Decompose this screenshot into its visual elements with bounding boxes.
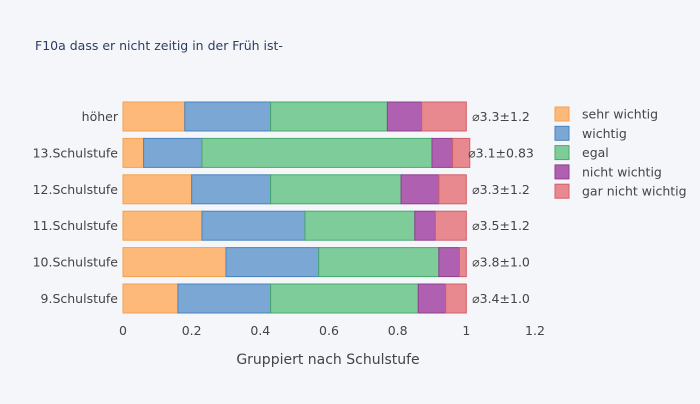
- y-tick-label: 12.Schulstufe: [33, 182, 119, 197]
- legend-label: sehr wichtig: [582, 107, 658, 122]
- mean-annotation: ⌀3.3±1.2: [472, 182, 530, 197]
- legend-swatch: [554, 125, 570, 141]
- bar-segment[interactable]: [400, 174, 440, 205]
- bar-segment[interactable]: [452, 137, 471, 168]
- bar-segment[interactable]: [434, 210, 467, 241]
- legend-item[interactable]: egal: [554, 145, 609, 161]
- bar-segment[interactable]: [191, 174, 272, 205]
- bar-segment[interactable]: [122, 210, 203, 241]
- bar-segment[interactable]: [438, 174, 467, 205]
- bar-segment[interactable]: [318, 247, 440, 278]
- x-tick-label: 0.2: [182, 323, 202, 338]
- bar-segment[interactable]: [270, 283, 419, 314]
- mean-annotation: ⌀3.8±1.0: [472, 255, 530, 270]
- y-tick-label: 13.Schulstufe: [33, 145, 119, 160]
- legend-swatch: [554, 106, 570, 122]
- bar-segment[interactable]: [414, 210, 436, 241]
- legend-item[interactable]: nicht wichtig: [554, 164, 662, 180]
- y-tick-label: höher: [82, 109, 119, 124]
- bar-group: [122, 101, 471, 314]
- legend-item[interactable]: wichtig: [554, 125, 627, 141]
- x-tick-label: 1: [462, 323, 470, 338]
- bar-segment[interactable]: [421, 101, 467, 132]
- bar-segment[interactable]: [122, 283, 179, 314]
- bar-segment[interactable]: [270, 174, 402, 205]
- legend-swatch: [554, 145, 570, 161]
- bar-segment[interactable]: [122, 174, 193, 205]
- bar-segment[interactable]: [445, 283, 467, 314]
- legend-swatch: [554, 183, 570, 199]
- bar-segment[interactable]: [122, 137, 145, 168]
- legend-swatch: [554, 164, 570, 180]
- bar-segment[interactable]: [417, 283, 447, 314]
- y-tick-label: 11.Schulstufe: [33, 218, 119, 233]
- bar-segment[interactable]: [201, 137, 433, 168]
- legend-item[interactable]: gar nicht wichtig: [554, 183, 687, 199]
- x-tick-label: 0.8: [388, 323, 408, 338]
- bar-segment[interactable]: [270, 101, 388, 132]
- bar-segment[interactable]: [304, 210, 416, 241]
- mean-annotation: ⌀3.1±0.83: [468, 145, 534, 160]
- bar-segment[interactable]: [386, 101, 423, 132]
- bar-segment[interactable]: [431, 137, 454, 168]
- legend-label: nicht wichtig: [582, 164, 662, 179]
- legend[interactable]: sehr wichtig wichtig egal nicht wichtig gar …: [554, 106, 687, 199]
- x-tick-label: 0.4: [250, 323, 270, 338]
- x-tick-label: 0.6: [319, 323, 339, 338]
- legend-label: gar nicht wichtig: [582, 184, 687, 199]
- x-tick-label: 0: [119, 323, 127, 338]
- x-axis-title: Gruppiert nach Schulstufe: [236, 352, 419, 368]
- bar-segment[interactable]: [177, 283, 272, 314]
- bar-segment[interactable]: [458, 247, 467, 278]
- bar-annotations: ⌀3.3±1.2 ⌀3.1±0.83 ⌀3.3±1.2 ⌀3.5±1.2 ⌀3.8±1.…: [468, 109, 534, 306]
- mean-annotation: ⌀3.4±1.0: [472, 291, 530, 306]
- bar-segment[interactable]: [438, 247, 460, 278]
- mean-annotation: ⌀3.3±1.2: [472, 109, 530, 124]
- mean-annotation: ⌀3.5±1.2: [472, 218, 530, 233]
- bar-segment[interactable]: [184, 101, 272, 132]
- y-tick-label: 9.Schulstufe: [41, 291, 119, 306]
- legend-label: wichtig: [582, 126, 627, 141]
- y-tick-labels: höher 13.Schulstufe 12.Schulstufe 11.Schuls…: [33, 109, 119, 306]
- bar-segment[interactable]: [143, 137, 203, 168]
- bar-segment[interactable]: [122, 101, 186, 132]
- bar-segment[interactable]: [122, 247, 227, 278]
- y-tick-label: 10.Schulstufe: [33, 255, 119, 270]
- x-tick-label: 1.2: [525, 323, 545, 338]
- x-tick-labels: 0 0.2 0.4 0.6 0.8 1 1.2: [119, 323, 545, 338]
- legend-item[interactable]: sehr wichtig: [554, 106, 658, 122]
- bar-segment[interactable]: [201, 210, 306, 241]
- chart-title: F10a dass er nicht zeitig in der Früh is…: [35, 38, 283, 53]
- legend-label: egal: [582, 145, 609, 160]
- bar-segment[interactable]: [225, 247, 320, 278]
